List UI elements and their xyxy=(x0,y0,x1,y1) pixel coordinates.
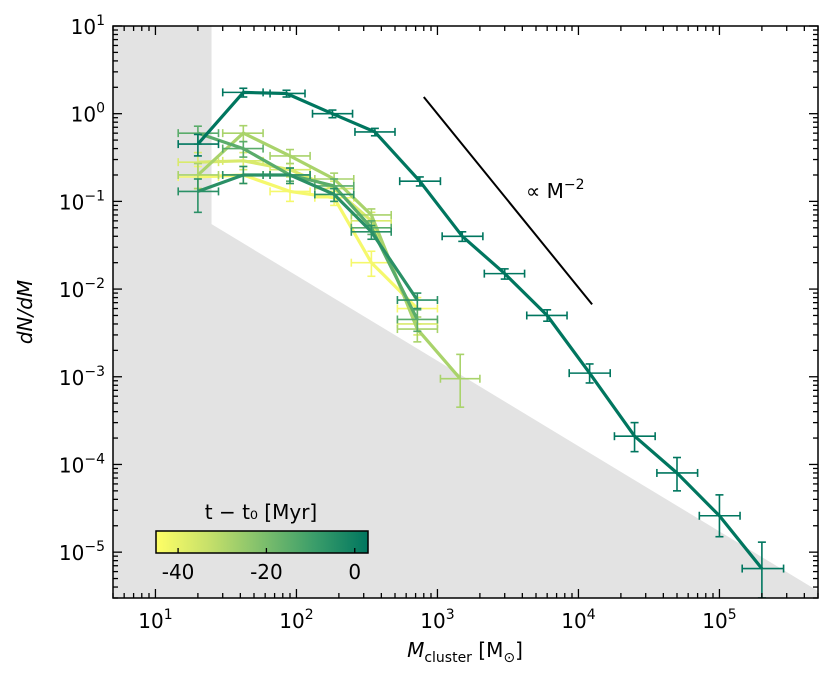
shaded-region xyxy=(113,26,818,598)
error-bar xyxy=(314,187,355,203)
error-bar xyxy=(354,127,396,137)
x-tick-base: 10 xyxy=(279,609,304,633)
error-bar xyxy=(350,224,393,241)
series-line xyxy=(197,173,419,301)
y-tick-exp: 1 xyxy=(96,13,105,29)
y-tick-base: 10 xyxy=(59,278,84,302)
y-tick-label: 101 xyxy=(71,13,105,39)
y-tick-label: 10−3 xyxy=(59,364,105,390)
axes-frame xyxy=(112,25,819,599)
y-axis-label: dN/dM xyxy=(13,280,37,344)
y-tick-label: 10−1 xyxy=(59,188,105,214)
y-tick-exp: −4 xyxy=(84,451,105,467)
reference-slope-line xyxy=(423,96,593,305)
x-tick-label: 103 xyxy=(420,607,454,633)
y-tick-label: 10−4 xyxy=(59,451,105,477)
y-tick-base: 10 xyxy=(59,541,84,565)
error-bar xyxy=(269,148,311,165)
x-tick-exp: 1 xyxy=(164,607,173,623)
error-bar xyxy=(441,230,484,243)
y-tick-label: 10−5 xyxy=(59,539,105,565)
x-tick-exp: 3 xyxy=(446,607,455,623)
error-bar xyxy=(656,456,699,492)
error-bar xyxy=(396,292,439,310)
x-tick-exp: 5 xyxy=(728,607,737,623)
series-line xyxy=(196,90,764,570)
y-tick-base: 10 xyxy=(71,15,96,39)
error-bar xyxy=(439,353,481,408)
x-tick-label: 104 xyxy=(561,607,595,633)
error-bar xyxy=(221,140,264,158)
error-bar xyxy=(177,133,220,157)
error-bar xyxy=(698,494,741,538)
y-tick-base: 10 xyxy=(71,103,96,127)
colorbar-tick-label: 0 xyxy=(348,560,361,584)
error-bar xyxy=(177,178,220,214)
x-tick-label: 101 xyxy=(138,607,172,633)
error-bar xyxy=(221,87,264,98)
series-layer xyxy=(177,87,785,598)
x-axis-ticks: 101 102 103 104 105 xyxy=(112,26,819,633)
colorbar-tick-label: -40 xyxy=(162,560,195,584)
y-tick-exp: 0 xyxy=(96,101,105,117)
x-tick-base: 10 xyxy=(138,609,163,633)
error-bar xyxy=(311,109,354,119)
colorbar-ticks: -40 -20 0 xyxy=(162,548,361,584)
x-tick-exp: 2 xyxy=(305,607,314,623)
error-bar xyxy=(525,309,568,323)
x-tick-label: 105 xyxy=(702,607,736,633)
y-tick-exp: −1 xyxy=(84,188,105,204)
colorbar-tick-label: -20 xyxy=(250,560,283,584)
y-tick-exp: −3 xyxy=(84,364,105,380)
y-tick-exp: −5 xyxy=(84,539,105,555)
plot-area xyxy=(113,26,818,598)
error-bar xyxy=(741,541,785,598)
error-bar xyxy=(568,363,612,384)
series-5 xyxy=(177,87,785,598)
colorbar: t − t₀ [Myr] -40 -20 0 xyxy=(155,500,369,584)
error-bar xyxy=(483,268,526,280)
x-axis-label: Mcluster [M⊙] xyxy=(407,638,523,666)
y-tick-label: 10−2 xyxy=(59,276,105,302)
x-tick-base: 10 xyxy=(561,609,586,633)
x-tick-exp: 4 xyxy=(587,607,596,623)
y-tick-base: 10 xyxy=(59,453,84,477)
error-bar xyxy=(398,176,442,187)
y-tick-base: 10 xyxy=(59,190,84,214)
error-bar xyxy=(613,421,656,453)
x-tick-label: 102 xyxy=(279,607,313,633)
colorbar-title: t − t₀ [Myr] xyxy=(205,500,317,524)
error-bar xyxy=(269,167,311,185)
x-tick-base: 10 xyxy=(702,609,727,633)
error-bar xyxy=(396,309,439,333)
series-4 xyxy=(177,165,439,310)
reference-slope-label: ∝ M−2 xyxy=(526,177,585,203)
colorbar-gradient xyxy=(155,530,369,554)
y-tick-label: 100 xyxy=(71,101,105,127)
y-tick-base: 10 xyxy=(59,366,84,390)
x-tick-base: 10 xyxy=(420,609,445,633)
y-tick-exp: −2 xyxy=(84,276,105,292)
error-bar xyxy=(221,165,264,185)
error-bar xyxy=(269,89,306,98)
